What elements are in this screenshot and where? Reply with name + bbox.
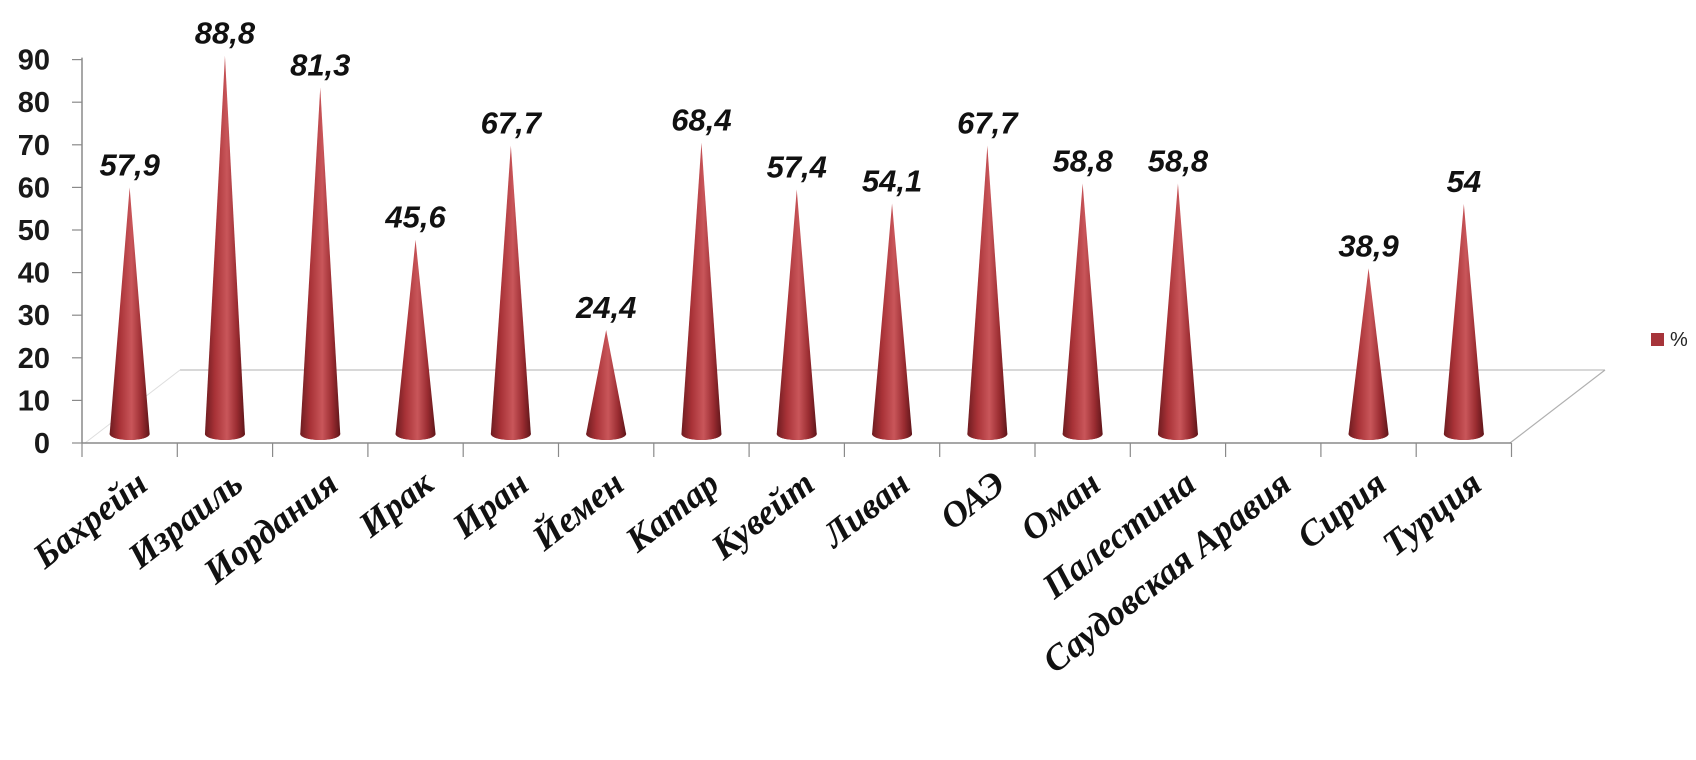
data-label: 54,1: [862, 164, 922, 199]
cone-body: [109, 187, 150, 440]
cone-body: [1348, 268, 1389, 440]
x-tick-label: Турция: [1375, 463, 1489, 564]
cone-body: [776, 189, 817, 440]
cone-mark: [872, 203, 913, 440]
data-label: 54: [1447, 164, 1481, 199]
y-tick-label: 60: [18, 172, 50, 204]
cone-body: [1443, 203, 1484, 440]
cone-mark: [395, 239, 436, 440]
cone-mark: [490, 145, 531, 440]
x-tick-label: Йемен: [523, 462, 631, 559]
y-tick-label: 90: [18, 45, 50, 77]
cone-mark: [204, 55, 245, 440]
cone-body: [681, 142, 722, 440]
x-tick-label: Иран: [444, 463, 536, 547]
y-tick-label: 80: [18, 87, 50, 119]
cone-body: [967, 145, 1008, 440]
y-tick-label: 10: [18, 385, 50, 417]
cone-body: [872, 203, 913, 440]
legend-swatch: [1651, 333, 1664, 346]
data-label: 67,7: [481, 106, 543, 141]
x-tick-label: Ирак: [350, 462, 441, 545]
y-tick-label: 50: [18, 215, 50, 247]
data-label: 67,7: [957, 106, 1019, 141]
data-label: 81,3: [290, 48, 350, 83]
cone-body: [490, 145, 531, 440]
cone-mark: [109, 187, 150, 440]
y-tick-label: 40: [18, 258, 50, 290]
cone-series: [109, 55, 1484, 441]
data-label: 45,6: [384, 200, 446, 235]
cone-mark: [1062, 183, 1103, 440]
y-tick-label: 20: [18, 343, 50, 375]
cone-mark: [681, 142, 722, 440]
cone-mark: [586, 330, 627, 440]
cone-body: [300, 87, 341, 441]
data-label: 58,8: [1052, 144, 1113, 179]
data-label: 88,8: [195, 16, 256, 51]
cone-body: [1062, 183, 1103, 440]
data-label: 24,4: [575, 290, 636, 325]
data-label: 57,4: [767, 149, 827, 184]
x-tick-label: Сирия: [1290, 463, 1394, 556]
chart-axes: [81, 57, 1513, 457]
cone-mark: [1157, 183, 1198, 440]
cone-body: [1157, 183, 1198, 440]
data-label: 58,8: [1148, 144, 1209, 179]
cone-body: [204, 55, 245, 440]
legend-entry-label: %: [1670, 329, 1688, 351]
cone-mark: [967, 145, 1008, 440]
data-label: 57,9: [99, 147, 160, 182]
cone-mark: [300, 87, 341, 441]
y-axis-ticks: 0 10 20 30 40 50 60 70 80 90: [18, 45, 82, 460]
x-tick-label: Катар: [617, 463, 726, 561]
x-tick-label: ОАЭ: [933, 463, 1013, 538]
x-tick-label: Кувейт: [703, 463, 822, 568]
cone-body: [586, 330, 627, 440]
cone-mark: [1443, 203, 1484, 440]
data-label: 68,4: [671, 103, 731, 138]
legend: %: [1651, 329, 1688, 351]
x-tick-label: Ливан: [813, 463, 917, 556]
data-label: 38,9: [1338, 228, 1399, 263]
y-tick-label: 30: [18, 300, 50, 332]
cone-mark: [776, 189, 817, 440]
data-labels: 57,9 88,8 81,3 45,6 67,7 24,4 68,4 57,4 54,1 67,7…: [99, 16, 1481, 325]
y-tick-label: 70: [18, 130, 50, 162]
y-tick-label: 0: [34, 428, 50, 460]
cone-mark: [1348, 268, 1389, 440]
floor-right-edge: [1509, 369, 1606, 444]
cone-body: [395, 239, 436, 440]
